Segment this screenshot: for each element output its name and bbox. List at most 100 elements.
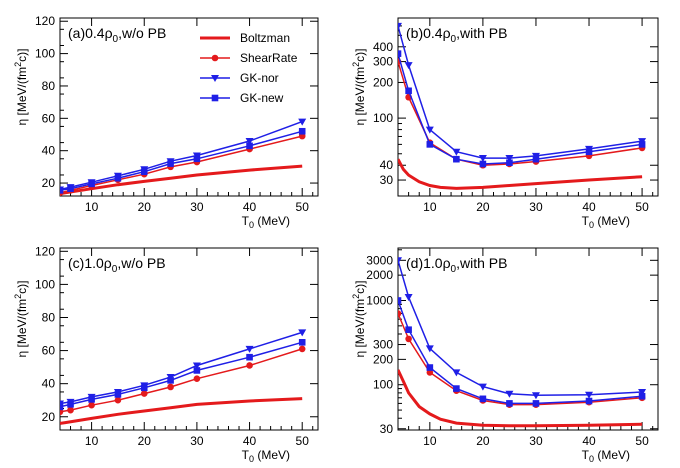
point-gk-new (532, 155, 540, 163)
y-axis-title: η [MeV/(fm2c)] (351, 280, 367, 357)
point-gk-new (298, 127, 306, 135)
series-line-boltzman (60, 397, 303, 425)
panel-title: (c)1.0ρ0,w/o PB (68, 255, 166, 275)
panel-title: (a)0.4ρ0,w/o PB (68, 25, 166, 45)
legend-entry-gk-nor: GK-nor (200, 71, 279, 85)
x-tick-label: 50 (296, 434, 310, 448)
point-gk-new (298, 339, 306, 346)
x-axis-title: T0 (MeV) (242, 448, 290, 464)
point-gk-new (398, 50, 402, 57)
point-gk-nor (478, 155, 487, 163)
point-gk-nor (398, 257, 402, 265)
x-tick-label: 30 (529, 200, 543, 214)
y-tick-label: 3000 (366, 253, 393, 267)
point-shearrate (405, 335, 412, 343)
point-gk-new (60, 187, 64, 194)
point-gk-nor (298, 329, 307, 337)
point-gk-nor (505, 155, 514, 163)
legend-label: GK-new (240, 91, 284, 105)
point-shearrate (193, 375, 201, 383)
y-axis-title: η [MeV/(fm2c)] (13, 48, 29, 125)
series-line-gk-new (60, 341, 303, 408)
legend-marker (211, 75, 219, 82)
point-gk-new (405, 326, 412, 334)
point-gk-new (506, 400, 513, 407)
point-shearrate (67, 406, 74, 414)
y-tick-label: 2000 (366, 268, 393, 282)
y-tick-label: 40 (42, 144, 56, 158)
series-line-shearrate (60, 348, 303, 413)
series-layer (60, 118, 307, 196)
panel-title: (b)0.4ρ0,with PB (406, 25, 507, 45)
y-tick-label: 80 (42, 310, 56, 324)
series-line-gk-nor (60, 331, 303, 405)
x-tick-label: 10 (85, 434, 99, 448)
legend-label: Boltzman (240, 31, 290, 45)
legend-label: GK-nor (240, 71, 279, 85)
point-gk-new (67, 401, 74, 408)
point-gk-new (405, 87, 412, 95)
plot-frame (397, 17, 659, 197)
point-shearrate (60, 408, 64, 416)
point-gk-new (114, 391, 122, 398)
legend-entry-boltzman: Boltzman (200, 31, 290, 45)
plot-frame (397, 247, 659, 431)
point-gk-new (246, 353, 253, 361)
point-gk-new (506, 159, 513, 167)
x-tick-label: 10 (423, 200, 437, 214)
point-shearrate (298, 345, 306, 353)
y-axis-title: η [MeV/(fm2c)] (351, 48, 367, 125)
y-tick-label: 60 (42, 344, 56, 358)
series-layer (398, 257, 647, 428)
point-gk-new (167, 160, 174, 167)
point-gk-nor (585, 391, 594, 399)
point-gk-new (453, 385, 460, 392)
point-gk-nor (398, 22, 402, 30)
x-tick-label: 20 (138, 200, 152, 214)
x-axis-title: T0 (MeV) (582, 448, 630, 464)
point-gk-new (426, 141, 434, 148)
y-tick-label: 20 (42, 176, 56, 190)
x-tick-label: 30 (190, 200, 204, 214)
x-tick-label: 30 (190, 434, 204, 448)
y-tick-label: 200 (373, 352, 393, 366)
point-gk-new (453, 155, 460, 163)
x-axis-title: T0 (MeV) (582, 214, 630, 230)
point-gk-new (638, 141, 646, 148)
point-gk-nor (452, 369, 461, 377)
x-axis-title: T0 (MeV) (242, 214, 290, 230)
legend-marker (211, 54, 219, 62)
point-gk-nor (638, 388, 647, 396)
y-tick-label: 40 (380, 158, 394, 172)
legend-label: ShearRate (240, 51, 298, 65)
y-tick-label: 100 (373, 111, 393, 125)
point-gk-nor (505, 390, 514, 398)
y-axis-title: η [MeV/(fm2c)] (13, 280, 29, 357)
y-tick-label: 120 (35, 244, 55, 258)
point-gk-new (246, 142, 253, 150)
point-gk-new (193, 155, 201, 163)
point-gk-new (60, 403, 64, 411)
panel-a: 10 20 30 40 50 20 40 60 80 100 120 T0 (MeV) η [MeV/(… (13, 14, 319, 230)
x-tick-label: 40 (243, 434, 257, 448)
x-tick-label: 40 (243, 200, 257, 214)
series-line-boltzman (398, 158, 643, 190)
point-gk-new (88, 180, 95, 188)
x-tick-label: 30 (529, 434, 543, 448)
y-tick-label: 30 (380, 422, 394, 436)
y-tick-label: 120 (35, 14, 55, 28)
legend-entry-gk-new: GK-new (200, 91, 284, 105)
y-tick-label: 20 (42, 410, 56, 424)
point-gk-new (585, 148, 593, 156)
series-layer (398, 22, 647, 190)
panel-title: (d)1.0ρ0,with PB (406, 255, 507, 275)
point-gk-nor (478, 383, 487, 391)
series-line-shearrate (60, 135, 303, 194)
point-shearrate (246, 362, 253, 369)
point-gk-nor (531, 392, 540, 400)
y-tick-label: 100 (35, 277, 55, 291)
point-gk-nor (404, 294, 413, 302)
y-tick-label: 80 (42, 79, 56, 93)
plot-frame (59, 17, 319, 197)
